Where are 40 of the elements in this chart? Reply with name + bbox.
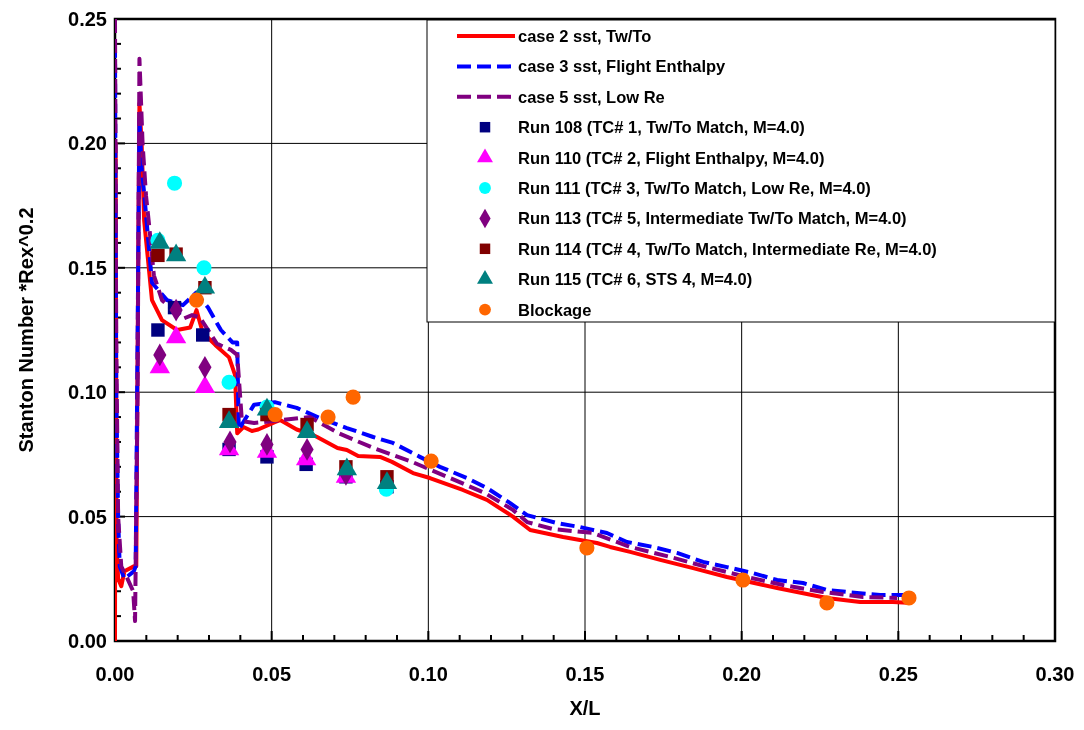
legend-label: Run 113 (TC# 5, Intermediate Tw/To Match, M=4.0) <box>518 209 907 228</box>
y-axis-title: Stanton Number *Rex^0.2 <box>15 207 37 453</box>
point <box>196 328 210 342</box>
point <box>423 453 439 469</box>
point <box>196 260 212 276</box>
point <box>151 248 165 263</box>
legend-label: case 2 sst, Tw/To <box>518 27 652 45</box>
y-tick-label: 0.00 <box>68 630 107 652</box>
x-tick-label: 0.30 <box>1035 663 1075 685</box>
point <box>188 292 205 308</box>
legend-label: Run 110 (TC# 2, Flight Enthalpy, M=4.0) <box>518 148 825 167</box>
point <box>579 540 595 556</box>
x-axis-title: X/L <box>569 697 601 719</box>
y-tick-label: 0.20 <box>68 132 107 155</box>
point <box>166 175 183 191</box>
legend-label: Blockage <box>518 300 592 319</box>
legend-label: case 3 sst, Flight Enthalpy <box>518 57 727 76</box>
point <box>320 409 336 425</box>
y-tick-label: 0.15 <box>68 256 107 279</box>
y-tick-label: 0.05 <box>68 505 107 528</box>
x-tick-label: 0.15 <box>565 663 605 685</box>
x-tick-label: 0.20 <box>722 663 762 685</box>
x-tick-label: 0.10 <box>408 663 448 685</box>
legend-label: Run 114 (TC# 4, Tw/To Match, Intermediate Re, M=4.0) <box>518 239 937 258</box>
legend-label: Run 108 (TC# 1, Tw/To Match, M=4.0) <box>518 118 805 137</box>
y-tick-label: 0.10 <box>68 381 107 404</box>
x-tick-label: 0.25 <box>878 663 918 685</box>
x-tick-label: 0.05 <box>252 663 292 685</box>
point <box>151 323 165 337</box>
point <box>735 572 751 588</box>
point <box>901 590 917 606</box>
legend-label: Run 111 (TC# 3, Tw/To Match, Low Re, M=4.0) <box>518 179 871 197</box>
point <box>267 407 283 423</box>
legend-label: Run 115 (TC# 6, STS 4, M=4.0) <box>518 270 753 289</box>
x-tick-label: 0.00 <box>95 663 135 685</box>
legend-label: case 5 sst, Low Re <box>518 87 665 106</box>
y-tick-label: 0.25 <box>68 8 107 30</box>
point <box>221 374 237 390</box>
point <box>345 389 361 405</box>
point <box>819 595 835 611</box>
